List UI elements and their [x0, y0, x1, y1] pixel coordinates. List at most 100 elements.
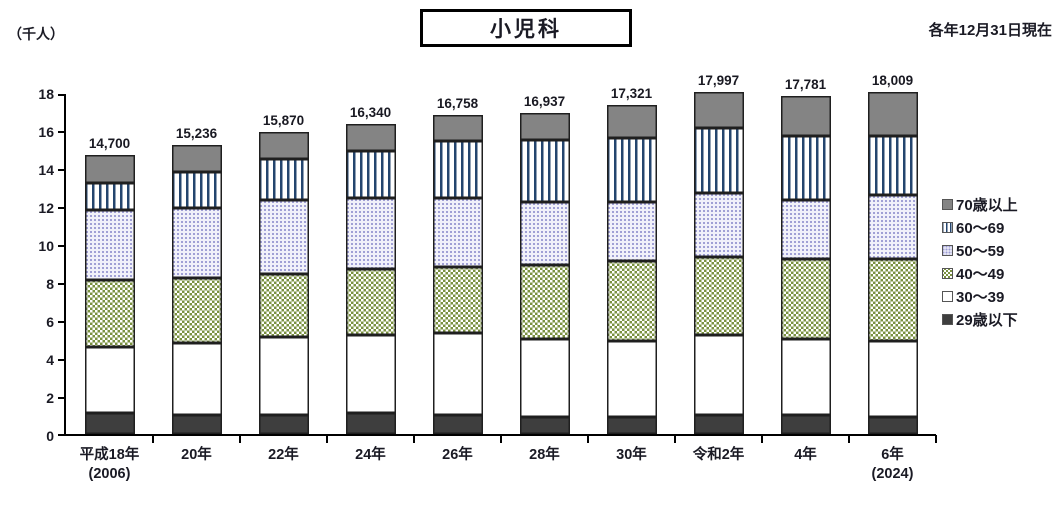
bar-segment-white — [258, 337, 309, 415]
category-cell: 15,236 20年 — [153, 94, 241, 463]
category-cell: 16,937 28年 — [501, 93, 589, 463]
bar-segment-white — [345, 335, 396, 414]
bar-segment-solid-dark — [519, 416, 570, 434]
y-axis-tick — [58, 321, 66, 323]
bar-segment-solid-dark — [606, 416, 657, 434]
category-cell: 16,758 26年 — [414, 94, 502, 463]
chart-title-box: 小児科 — [420, 9, 632, 47]
y-axis-label: 4 — [46, 352, 54, 368]
bar-segment-green-check — [171, 278, 222, 343]
bar-segment-white — [693, 335, 744, 415]
bar-segment-solid-gray — [693, 92, 744, 129]
x-axis-tick — [500, 435, 502, 443]
legend-item: 40～49 — [942, 262, 1018, 285]
stacked-bar — [258, 131, 309, 434]
bar-segment-solid-gray — [84, 154, 135, 184]
legend-item: 29歳以下 — [942, 308, 1018, 331]
bar-total-label: 17,997 — [697, 73, 740, 88]
stacked-bar — [780, 95, 831, 434]
bar-segment-solid-dark — [171, 415, 222, 434]
bar-segment-v-stripes — [519, 139, 570, 203]
bar-segment-white — [780, 339, 831, 415]
category-cell: 16,340 24年 — [327, 94, 415, 463]
bar-segment-v-stripes — [432, 141, 483, 199]
bar-segment-dot-grid — [432, 198, 483, 267]
bar-total-label: 14,700 — [88, 135, 131, 151]
bar-segment-dot-grid — [519, 202, 570, 265]
bar-segment-v-stripes — [780, 135, 831, 201]
y-axis-label: 2 — [46, 390, 54, 406]
bar-total-label: 15,870 — [262, 112, 305, 128]
bar-segment-solid-dark — [780, 415, 831, 434]
bar-segment-solid-gray — [432, 114, 483, 142]
date-note: 各年12月31日現在 — [928, 22, 1052, 39]
x-axis-label: 4年 — [794, 447, 817, 463]
y-axis-label: 6 — [46, 314, 54, 330]
bar-segment-white — [519, 339, 570, 417]
y-axis-label: 18 — [38, 86, 54, 102]
bar-total-label: 16,937 — [523, 93, 566, 109]
bar-segment-solid-dark — [867, 416, 918, 434]
x-axis-tick — [413, 435, 415, 443]
x-axis-label: 28年 — [529, 447, 560, 463]
legend: 70歳以上 60～69 50～59 40～49 30～39 29歳以下 — [942, 193, 1018, 331]
legend-swatch-white — [942, 291, 953, 302]
bar-segment-dot-grid — [171, 207, 222, 279]
category-cell: 17,997 令和2年 — [675, 73, 763, 463]
bar-segment-solid-gray — [171, 145, 222, 172]
bar-segment-v-stripes — [258, 158, 309, 201]
x-axis-tick — [761, 435, 763, 443]
bar-segment-v-stripes — [345, 150, 396, 199]
y-axis-label: 0 — [46, 428, 54, 444]
plot-area: 14,700 平成18年 (2006) 15,236 20年 15,870 22年 16,34… — [38, 73, 937, 482]
x-axis-label: 令和2年 — [692, 447, 745, 463]
bar-segment-solid-gray — [258, 131, 309, 159]
y-axis-tick — [58, 94, 66, 96]
y-axis-label: 10 — [38, 238, 54, 254]
stacked-bar — [345, 124, 396, 434]
x-axis-label: 6年 — [881, 447, 904, 463]
legend-swatch-dot-grid — [942, 245, 953, 256]
legend-item: 60～69 — [942, 216, 1018, 239]
bar-segment-white — [432, 333, 483, 415]
bar-segment-green-check — [693, 257, 744, 336]
y-axis-label: 14 — [38, 162, 54, 178]
x-axis-tick — [848, 435, 850, 443]
bar-segment-green-check — [432, 266, 483, 334]
stacked-bar — [171, 145, 222, 434]
stacked-bar — [693, 92, 744, 434]
legend-swatch-green-check — [942, 268, 953, 279]
legend-item: 70歳以上 — [942, 193, 1018, 216]
bar-segment-green-check — [606, 261, 657, 341]
bar-segment-solid-gray — [345, 124, 396, 151]
x-axis-tick — [326, 435, 328, 443]
y-axis-tick — [58, 169, 66, 171]
bar-segment-green-check — [258, 274, 309, 338]
x-axis-label: 22年 — [268, 447, 299, 463]
stacked-bar — [84, 154, 135, 434]
category-cell: 18,009 6年 (2024) — [849, 73, 937, 482]
bar-segment-solid-gray — [780, 95, 831, 136]
y-axis-tick — [58, 131, 66, 133]
legend-swatch-solid-dark — [942, 314, 953, 325]
legend-swatch-solid-gray — [942, 199, 953, 210]
x-axis-tick — [152, 435, 154, 443]
category-cell: 15,870 22年 — [240, 94, 328, 463]
y-axis-tick — [58, 397, 66, 399]
x-axis-tick — [587, 435, 589, 443]
bar-total-label: 15,236 — [175, 126, 218, 142]
stacked-bar — [606, 105, 657, 434]
bar-segment-v-stripes — [171, 171, 222, 208]
bar-segment-dot-grid — [345, 198, 396, 269]
bar-segment-dot-grid — [84, 209, 135, 281]
bar-segment-v-stripes — [867, 135, 918, 195]
bar-segment-white — [84, 346, 135, 414]
category-cell: 14,700 平成18年 (2006) — [66, 94, 154, 482]
y-axis-tick — [58, 283, 66, 285]
chart-title: 小児科 — [490, 18, 562, 41]
x-axis-sublabel: (2006) — [88, 466, 131, 482]
bars-container: 14,700 平成18年 (2006) 15,236 20年 15,870 22年 16,34… — [66, 73, 937, 482]
bar-segment-solid-dark — [258, 415, 309, 434]
y-axis-label: 16 — [38, 124, 54, 140]
